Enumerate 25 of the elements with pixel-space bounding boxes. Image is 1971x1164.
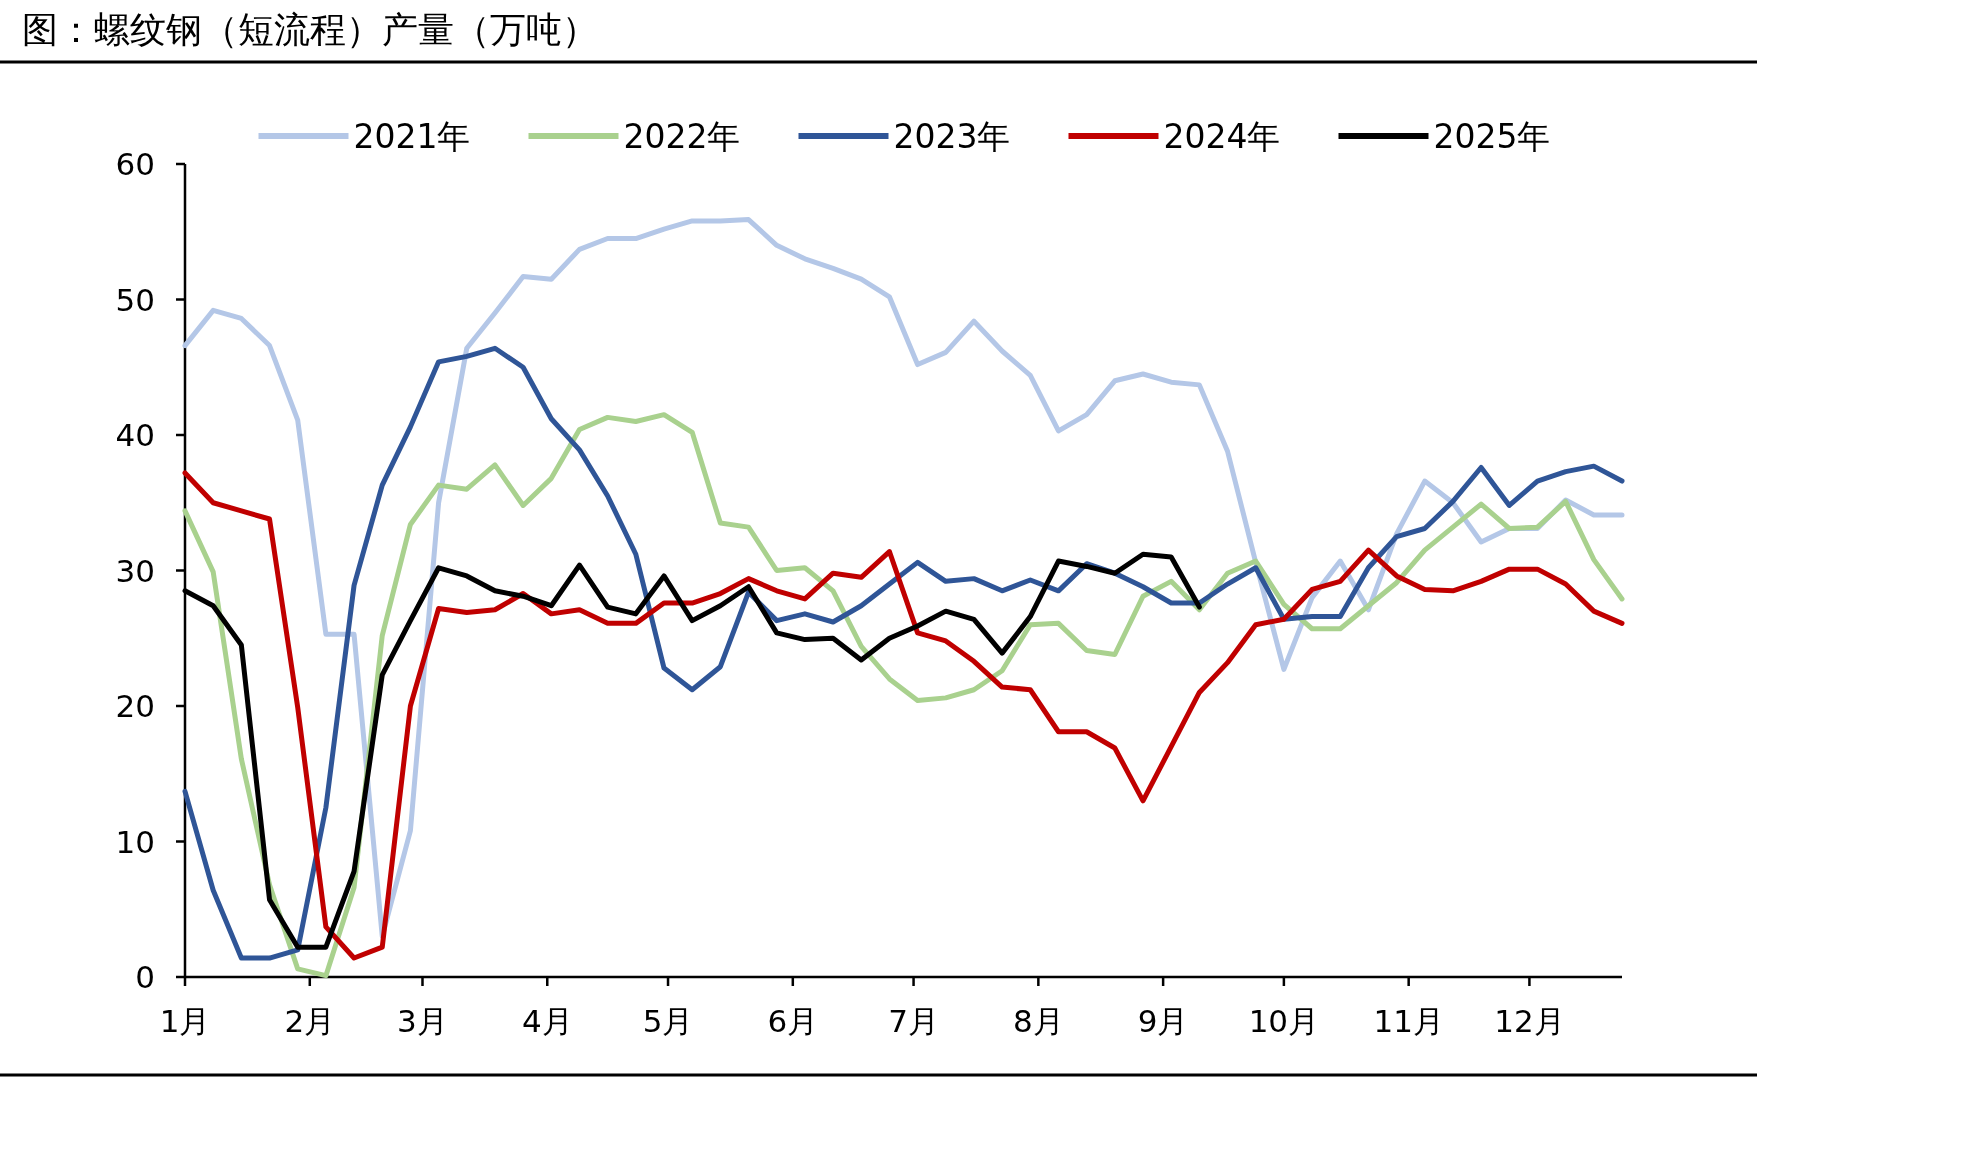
legend-label: 2025年: [1433, 117, 1551, 156]
x-tick-label: 4月: [521, 1003, 573, 1039]
x-tick-label: 6月: [767, 1003, 819, 1039]
y-tick-label: 50: [115, 281, 155, 318]
x-tick-label: 5月: [642, 1003, 694, 1039]
legend-label: 2022年: [623, 117, 741, 156]
y-tick-label: 40: [115, 417, 155, 453]
x-tick-label: 10月: [1248, 1003, 1320, 1039]
x-tick-label: 8月: [1012, 1003, 1064, 1039]
legend-label: 2023年: [893, 117, 1011, 156]
x-tick-label: 12月: [1494, 1003, 1565, 1039]
x-tick-label: 7月: [888, 1003, 939, 1039]
x-tick-label: 2月: [284, 1003, 336, 1039]
legend-label: 2021年: [353, 117, 471, 156]
x-tick-label: 11月: [1373, 1003, 1444, 1039]
y-tick-label: 20: [115, 688, 155, 724]
y-tick-label: 30: [115, 552, 155, 589]
y-tick-label: 60: [115, 146, 155, 182]
y-tick-label: 0: [135, 959, 155, 995]
chart-title: 图：螺纹钢（短流程）产量（万吨）: [22, 9, 598, 50]
x-tick-label: 1月: [159, 1003, 211, 1039]
x-tick-label: 3月: [397, 1003, 448, 1039]
legend-label: 2024年: [1163, 117, 1281, 156]
y-tick-label: 10: [115, 823, 155, 860]
x-tick-label: 9月: [1137, 1003, 1189, 1039]
